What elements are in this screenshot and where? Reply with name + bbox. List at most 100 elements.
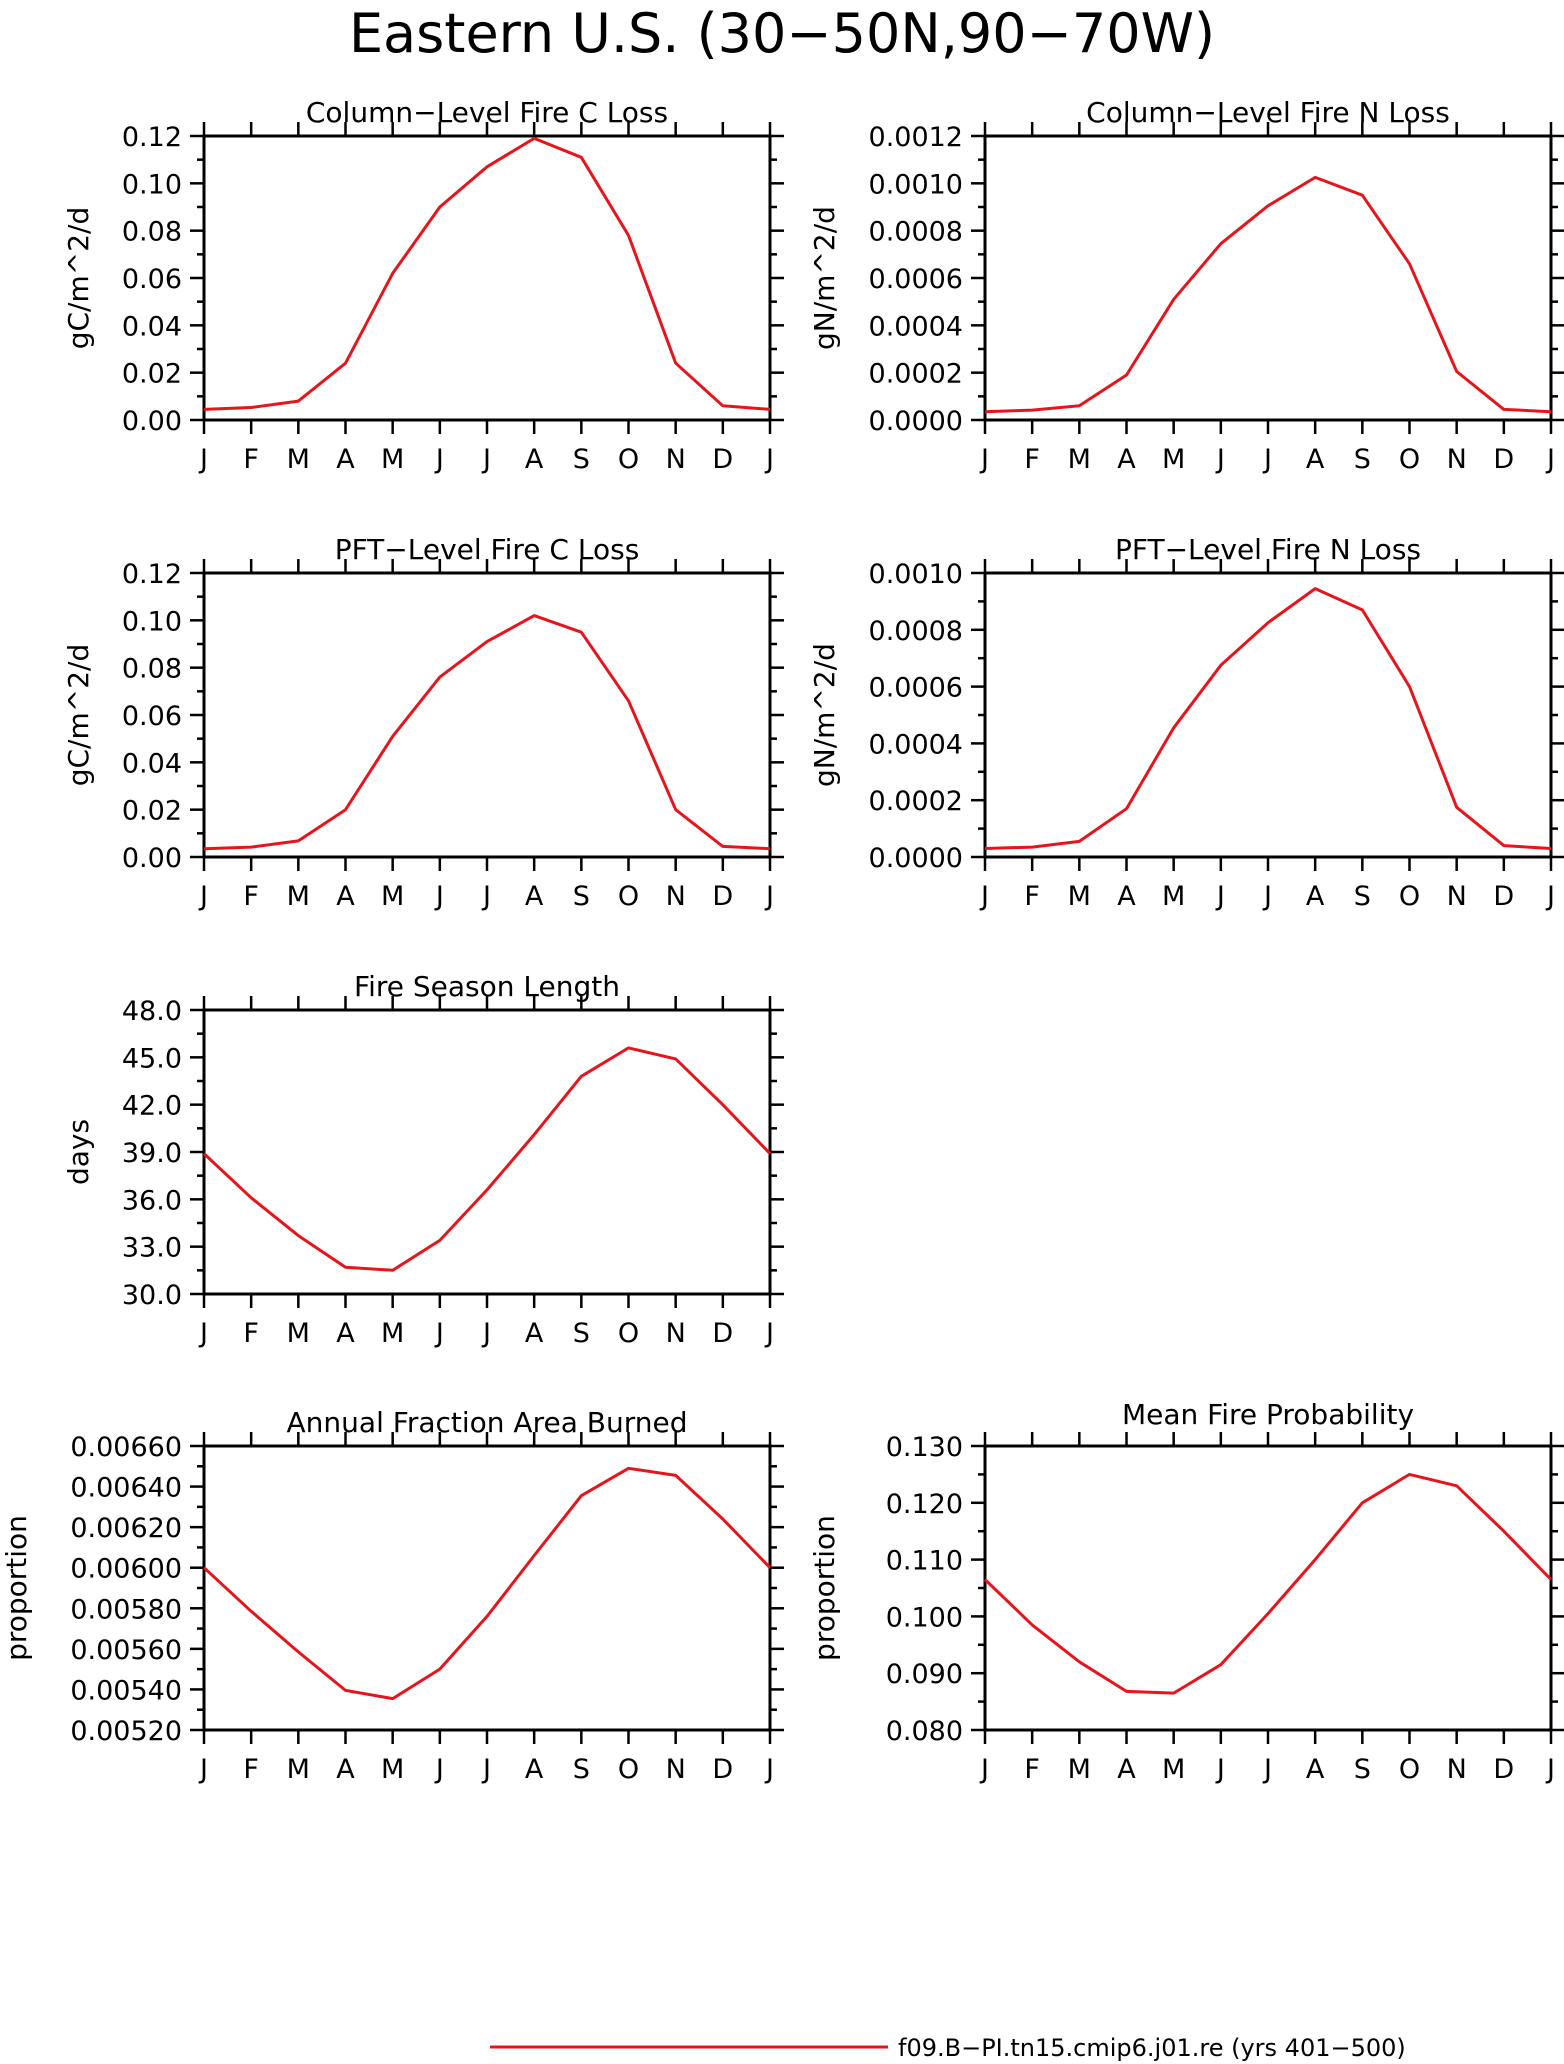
y-tick-label: 0.0002	[869, 786, 963, 817]
y-tick-label: 0.08	[122, 654, 182, 685]
x-tick-label: O	[1399, 444, 1420, 475]
y-tick-label: 0.0010	[869, 559, 963, 590]
y-tick-label: 0.0002	[869, 359, 963, 390]
x-tick-label: A	[1306, 881, 1325, 912]
x-tick-label: J	[1215, 1754, 1225, 1785]
x-tick-label: A	[1306, 1754, 1325, 1785]
y-tick-label: 0.00580	[70, 1594, 182, 1625]
x-tick-label: M	[1068, 1754, 1091, 1785]
panel-title: PFT−Level Fire C Loss	[335, 533, 640, 566]
x-tick-label: M	[1068, 881, 1091, 912]
x-tick-label: F	[243, 444, 259, 475]
y-tick-label: 0.00600	[70, 1554, 182, 1585]
x-tick-label: F	[243, 1754, 259, 1785]
x-tick-label: O	[618, 444, 639, 475]
chart-panel-4: J F M A M J J A S O N D J0.00000.00020.00040.00060.0…	[808, 533, 1564, 912]
x-tick-label: A	[336, 881, 355, 912]
panel-title: Column−Level Fire N Loss	[1086, 96, 1450, 129]
x-tick-label: A	[525, 1318, 544, 1349]
plot-frame	[202, 1008, 772, 1296]
x-tick-label: D	[712, 881, 733, 912]
x-tick-label: J	[764, 1754, 774, 1785]
y-tick-label: 0.0000	[869, 406, 963, 437]
y-tick-label: 39.0	[122, 1138, 182, 1169]
x-tick-label: N	[666, 881, 686, 912]
panel-title: Annual Fraction Area Burned	[287, 1406, 688, 1439]
y-tick-label: 0.00660	[70, 1432, 182, 1463]
y-tick-label: 0.06	[122, 701, 182, 732]
y-tick-label: 0.080	[886, 1716, 963, 1747]
y-tick-label: 0.06	[122, 264, 182, 295]
plot-frame	[202, 1444, 772, 1732]
x-tick-label: J	[979, 444, 989, 475]
y-tick-label: 0.0006	[869, 264, 963, 295]
legend: f09.B−PI.tn15.cmip6.j01.re (yrs 401−500)	[490, 2034, 1406, 2062]
x-tick-label: A	[336, 444, 355, 475]
x-tick-label: J	[434, 1754, 444, 1785]
x-tick-label: F	[243, 1318, 259, 1349]
chart-panel-7: J F M A M J J A S O N D J0.0800.0900.1000.1100.1200.…	[808, 1398, 1564, 1785]
x-tick-label: J	[198, 1754, 208, 1785]
plot-frame	[202, 571, 772, 859]
y-tick-label: 0.0006	[869, 673, 963, 704]
x-tick-label: S	[1354, 1754, 1371, 1785]
x-tick-label: M	[381, 1754, 404, 1785]
y-axis-label: proportion	[0, 1515, 33, 1661]
x-tick-label: J	[481, 881, 491, 912]
y-tick-label: 42.0	[122, 1091, 182, 1122]
x-tick-label: M	[1068, 444, 1091, 475]
x-tick-label: N	[666, 1754, 686, 1785]
x-tick-label: F	[1024, 444, 1040, 475]
x-tick-label: O	[1399, 881, 1420, 912]
y-tick-label: 0.00540	[70, 1675, 182, 1706]
x-tick-label: M	[287, 1754, 310, 1785]
y-tick-label: 0.00560	[70, 1635, 182, 1666]
series-line	[984, 587, 1552, 850]
chart-panel-6: J F M A M J J A S O N D J0.005200.005400.005600.0058…	[0, 1406, 784, 1785]
x-tick-label: D	[1493, 444, 1514, 475]
x-tick-label: M	[1162, 444, 1185, 475]
x-tick-label: A	[336, 1318, 355, 1349]
x-tick-label: J	[1215, 444, 1225, 475]
x-tick-label: M	[287, 1318, 310, 1349]
series-line	[202, 1466, 772, 1701]
x-tick-label: J	[198, 1318, 208, 1349]
chart-panel-2: J F M A M J J A S O N D J0.00000.00020.00040.00060.0…	[808, 96, 1564, 475]
y-tick-label: 0.00620	[70, 1513, 182, 1544]
x-tick-label: S	[573, 444, 590, 475]
series-line	[203, 136, 771, 411]
x-tick-label: J	[481, 444, 491, 475]
x-tick-label: J	[481, 1318, 491, 1349]
series-line	[984, 175, 1552, 414]
x-tick-label: F	[1024, 1754, 1040, 1785]
y-axis-label: gC/m^2/d	[62, 644, 95, 787]
y-tick-label: 0.12	[122, 122, 182, 153]
x-tick-label: A	[525, 1754, 544, 1785]
y-tick-label: 48.0	[122, 996, 182, 1027]
y-tick-label: 0.00	[122, 406, 182, 437]
x-tick-label: M	[287, 444, 310, 475]
y-tick-label: 0.0008	[869, 217, 963, 248]
panel-title: Fire Season Length	[354, 970, 620, 1003]
x-tick-label: A	[525, 881, 544, 912]
panel-title: Mean Fire Probability	[1122, 1398, 1414, 1431]
x-tick-label: S	[573, 1318, 590, 1349]
x-tick-label: O	[618, 881, 639, 912]
x-tick-label: J	[198, 881, 208, 912]
x-tick-label: J	[1215, 881, 1225, 912]
y-tick-label: 0.00520	[70, 1716, 182, 1747]
panel-title: Column−Level Fire C Loss	[306, 96, 668, 129]
x-tick-label: F	[1024, 881, 1040, 912]
y-tick-label: 0.02	[122, 359, 182, 390]
x-tick-label: N	[1447, 881, 1467, 912]
x-tick-label: D	[712, 1318, 733, 1349]
x-tick-label: A	[525, 444, 544, 475]
x-tick-label: J	[764, 881, 774, 912]
x-tick-label: J	[1545, 881, 1555, 912]
y-tick-label: 36.0	[122, 1185, 182, 1216]
legend-label: f09.B−PI.tn15.cmip6.j01.re (yrs 401−500)	[898, 2034, 1406, 2062]
x-tick-label: A	[336, 1754, 355, 1785]
x-tick-label: N	[1447, 1754, 1467, 1785]
x-tick-label: J	[979, 881, 989, 912]
